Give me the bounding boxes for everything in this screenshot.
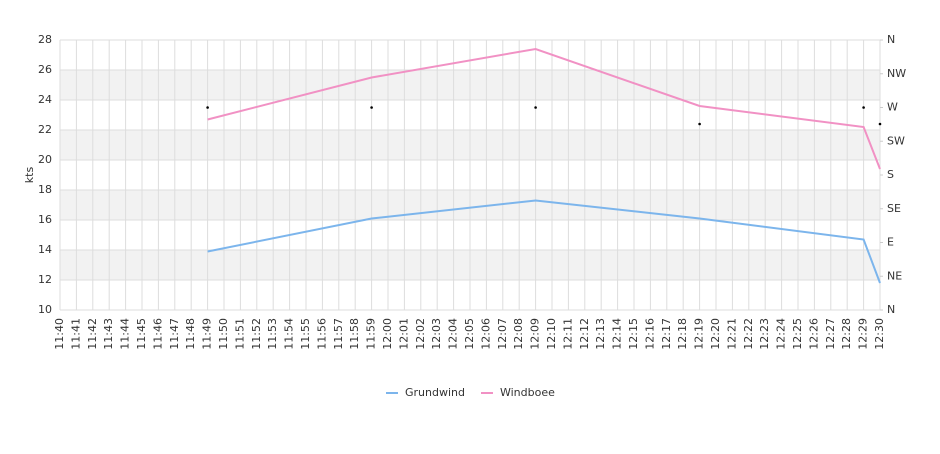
direction-marker [698,122,701,126]
x-tick-label: 12:07 [496,318,509,350]
direction-marker [206,106,209,109]
y2-tick-label: W [887,101,898,114]
x-tick-label: 12:24 [775,318,788,350]
y-tick-label: 20 [38,153,52,166]
y2-tick-label: N [887,303,895,316]
y-tick-label: 28 [38,33,52,46]
x-tick-label: 11:46 [151,318,164,350]
y-tick-label: 26 [38,63,52,76]
x-tick-label: 12:18 [676,318,689,350]
x-tick-label: 11:48 [184,318,197,350]
x-tick-label: 12:20 [709,318,722,350]
x-tick-label: 12:12 [578,318,591,350]
series-line [207,47,881,170]
x-tick-label: 12:09 [529,318,542,350]
x-tick-label: 11:56 [315,318,328,350]
x-tick-label: 12:30 [873,318,886,350]
x-tick-label: 12:28 [840,318,853,350]
y2-tick-label: SE [887,202,901,215]
x-tick-label: 11:41 [69,318,82,350]
y-tick-label: 16 [38,213,52,226]
y2-tick-label: S [887,168,894,181]
x-tick-label: 12:23 [758,318,771,350]
x-tick-label: 12:21 [725,318,738,350]
x-tick-label: 12:25 [791,318,804,350]
x-tick-label: 11:42 [86,318,99,350]
y2-tick-label: N [887,33,895,46]
y-tick-label: 12 [38,273,52,286]
x-tick-label: 12:14 [611,318,624,350]
x-tick-label: 11:59 [365,318,378,350]
x-tick-label: 12:10 [545,318,558,350]
x-tick-label: 12:22 [742,318,755,350]
x-tick-label: 12:11 [561,318,574,350]
x-tick-label: 11:40 [53,318,66,350]
y2-tick-label: SW [887,134,905,147]
direction-marker [862,106,865,109]
y2-tick-label: E [887,236,894,249]
legend-label: Windboee [500,386,555,399]
x-tick-label: 11:45 [135,318,148,350]
x-tick-label: 11:47 [168,318,181,350]
x-tick-label: 12:15 [627,318,640,350]
y-tick-label: 14 [38,243,52,256]
x-tick-label: 11:53 [266,318,279,350]
x-tick-label: 11:50 [217,318,230,350]
x-tick-label: 12:16 [643,318,656,350]
x-tick-label: 12:03 [430,318,443,350]
x-tick-label: 12:26 [807,318,820,350]
x-tick-label: 12:13 [594,318,607,350]
x-tick-label: 11:43 [102,318,115,350]
x-tick-label: 11:49 [201,318,214,350]
y2-tick-label: NE [887,269,902,282]
x-tick-label: 11:51 [233,318,246,350]
x-tick-label: 11:55 [299,318,312,350]
y-tick-label: 22 [38,123,52,136]
x-tick-label: 11:54 [283,318,296,350]
x-tick-label: 12:00 [381,318,394,350]
y2-tick-label: NW [887,67,906,80]
direction-marker [370,106,373,109]
x-tick-label: 12:08 [512,318,525,350]
x-tick-label: 12:04 [447,318,460,350]
x-tick-label: 11:52 [250,318,263,350]
x-tick-label: 12:29 [857,318,870,350]
y-tick-label: 10 [38,303,52,316]
direction-marker [878,122,882,126]
x-tick-label: 12:02 [414,318,427,350]
x-tick-label: 12:19 [693,318,706,350]
y-tick-label: 18 [38,183,52,196]
y-axis-label: kts [23,167,36,184]
x-tick-label: 11:58 [348,318,361,350]
x-tick-label: 12:05 [463,318,476,350]
x-tick-label: 12:17 [660,318,673,350]
x-tick-label: 12:27 [824,318,837,350]
series-line [207,199,881,284]
x-tick-label: 11:57 [332,318,345,350]
direction-marker [534,106,537,109]
y-tick-label: 24 [38,93,52,106]
x-tick-label: 12:01 [397,318,410,350]
x-tick-label: 12:06 [479,318,492,350]
x-tick-label: 11:44 [119,318,132,350]
legend-label: Grundwind [405,386,465,399]
